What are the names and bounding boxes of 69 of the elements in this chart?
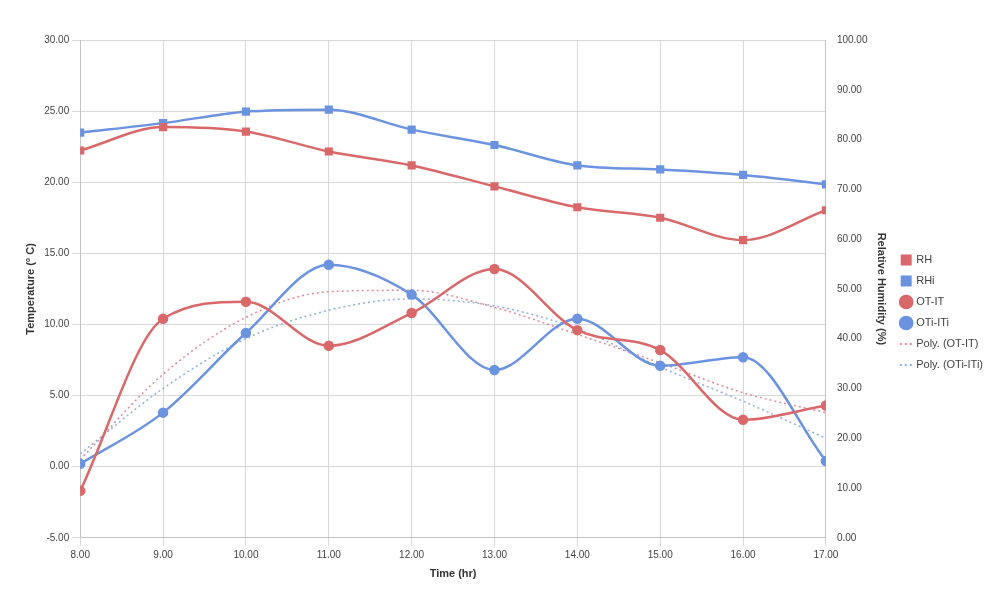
x-tick-label: 8.00	[70, 548, 91, 560]
point	[159, 123, 168, 132]
point	[573, 203, 582, 212]
y2-tick-label: 20.00	[836, 431, 863, 443]
y2-tick-label: 30.00	[836, 382, 863, 394]
y-tick-label: 0.00	[49, 460, 70, 472]
legend-label: OTi-ITi	[916, 316, 949, 329]
y2-tick-label: 60.00	[836, 232, 863, 244]
point	[572, 324, 583, 336]
y2-tick-label: 80.00	[836, 133, 863, 145]
point	[241, 127, 251, 136]
point	[490, 140, 499, 150]
point	[406, 307, 417, 319]
y-axis-title: Temperature (° C)	[23, 242, 36, 335]
point	[240, 296, 252, 307]
legend-label: Poly. (OT-IT)	[916, 337, 979, 350]
y2-tick-label: 50.00	[836, 282, 863, 294]
y-tick-label: 30.00	[44, 33, 70, 45]
point	[323, 259, 335, 270]
y2-tick-label: 70.00	[836, 183, 863, 195]
y2-tick-label: 90.00	[836, 83, 863, 95]
legend-label: RHi	[916, 274, 935, 287]
point	[324, 147, 333, 156]
point	[654, 344, 666, 356]
y-tick-label: -5.00	[46, 531, 70, 543]
x-tick-label: 15.00	[647, 548, 674, 560]
y-tick-label: 15.00	[44, 247, 70, 259]
point	[737, 351, 749, 363]
y-tick-label: 10.00	[44, 318, 70, 330]
x-tick-label: 11.00	[316, 548, 342, 560]
y2-axis-title: Relative Humidity (%)	[876, 232, 889, 346]
point	[241, 107, 251, 116]
x-tick-label: 17.00	[813, 548, 839, 560]
point	[737, 414, 749, 425]
point	[738, 170, 748, 179]
point	[323, 340, 335, 352]
point	[407, 161, 416, 170]
point	[656, 165, 665, 174]
x-tick-label: 10.00	[233, 548, 259, 560]
y-tick-label: 25.00	[44, 104, 70, 116]
point	[738, 236, 748, 245]
x-tick-label: 12.00	[399, 548, 425, 560]
legend-label: Poly. (OTi-ITi)	[916, 358, 984, 371]
x-tick-label: 16.00	[730, 548, 756, 560]
x-tick-label: 9.00	[153, 548, 174, 560]
y2-tick-label: 40.00	[836, 332, 863, 344]
y-tick-label: 20.00	[44, 175, 70, 187]
point	[406, 289, 417, 300]
y2-tick-label: 0.00	[836, 531, 857, 543]
x-axis-title: Time (hr)	[429, 567, 477, 580]
point	[489, 263, 500, 275]
point	[240, 327, 252, 339]
y2-tick-label: 10.00	[836, 481, 863, 493]
point	[572, 313, 583, 325]
point	[157, 313, 169, 325]
point	[407, 125, 416, 134]
point	[157, 407, 169, 418]
x-tick-label: 13.00	[481, 548, 508, 560]
legend-label: OT-IT	[916, 295, 945, 308]
point	[656, 213, 665, 222]
point	[573, 161, 582, 170]
legend-label: RH	[916, 253, 933, 266]
point	[489, 364, 500, 376]
y-tick-label: 5.00	[49, 389, 70, 401]
x-tick-label: 14.00	[564, 548, 591, 560]
y2-tick-label: 100.00	[836, 33, 868, 45]
point	[654, 360, 666, 371]
point	[490, 182, 499, 191]
point	[324, 105, 333, 114]
